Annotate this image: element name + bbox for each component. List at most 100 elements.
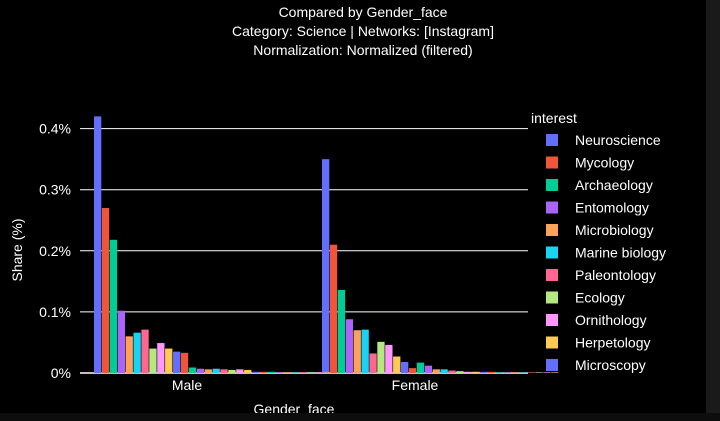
window-bottom-edge	[0, 413, 720, 421]
bar[interactable]	[204, 369, 212, 373]
bar[interactable]	[173, 351, 181, 374]
legend-label: Ornithology	[575, 312, 647, 328]
bar[interactable]	[464, 371, 472, 373]
bar[interactable]	[259, 371, 268, 373]
bar[interactable]	[283, 372, 291, 373]
legend-label: Microbiology	[575, 222, 654, 238]
x-tick-label: Female	[392, 377, 439, 393]
bar[interactable]	[361, 329, 369, 373]
bar[interactable]	[244, 369, 252, 373]
bar[interactable]	[315, 372, 323, 373]
bar[interactable]	[275, 372, 283, 373]
bar[interactable]	[252, 371, 260, 373]
y-tick-label: 0%	[51, 365, 71, 381]
legend-item[interactable]: Ornithology	[546, 312, 647, 328]
legend-item[interactable]: Paleontology	[546, 267, 656, 283]
bar[interactable]	[307, 372, 315, 373]
bar[interactable]	[329, 244, 338, 373]
bar[interactable]	[503, 372, 511, 373]
legend-swatch	[546, 156, 558, 169]
legend-item[interactable]: Marine biology	[546, 245, 666, 261]
bar[interactable]	[133, 332, 141, 373]
bar[interactable]	[551, 372, 559, 373]
bar[interactable]	[180, 352, 189, 373]
bar[interactable]	[424, 365, 432, 373]
bar[interactable]	[393, 356, 401, 374]
x-tick-labels: Male Female	[172, 377, 439, 393]
bar[interactable]	[487, 371, 496, 373]
bar[interactable]	[125, 336, 133, 373]
legend-swatch	[546, 246, 558, 259]
bar[interactable]	[519, 372, 527, 373]
legend-label: Paleontology	[575, 267, 656, 283]
x-tick-label: Male	[172, 377, 203, 393]
legend-item[interactable]: Archaeology	[546, 177, 653, 193]
bar[interactable]	[322, 159, 330, 373]
bar[interactable]	[353, 330, 361, 373]
bar[interactable]	[401, 362, 409, 373]
y-tick-label: 0.2%	[39, 243, 71, 259]
legend: interest Neuroscience Mycology Archaeology…	[531, 110, 666, 373]
legend-item[interactable]: Mycology	[546, 155, 634, 171]
legend-title: interest	[531, 110, 577, 126]
bar[interactable]	[416, 362, 425, 373]
legend-item[interactable]: Microbiology	[546, 222, 654, 238]
bar[interactable]	[323, 372, 331, 373]
bar[interactable]	[291, 372, 299, 373]
window-right-edge	[706, 0, 720, 421]
bar[interactable]	[228, 369, 236, 373]
bar[interactable]	[337, 289, 346, 373]
bar[interactable]	[543, 372, 551, 373]
bar[interactable]	[157, 343, 165, 373]
bar[interactable]	[299, 372, 307, 373]
bar[interactable]	[432, 369, 440, 373]
bar[interactable]	[220, 369, 228, 373]
legend-swatch	[546, 314, 558, 326]
bars	[94, 116, 559, 374]
legend-swatch	[546, 336, 558, 349]
legend-swatch	[546, 269, 558, 281]
bar[interactable]	[527, 372, 535, 373]
bar[interactable]	[369, 353, 377, 373]
bar[interactable]	[377, 341, 385, 373]
legend-swatch	[546, 291, 558, 304]
bar[interactable]	[448, 370, 456, 373]
legend-label: Herpetology	[575, 335, 651, 351]
bar[interactable]	[345, 319, 353, 373]
legend-label: Entomology	[575, 200, 649, 216]
legend-label: Marine biology	[575, 245, 666, 261]
bar[interactable]	[535, 372, 543, 373]
legend-swatch	[546, 359, 558, 371]
legend-item[interactable]: Ecology	[546, 290, 625, 306]
chart-title: Compared by Gender_face Category: Scienc…	[232, 4, 494, 58]
bar[interactable]	[408, 368, 417, 373]
bar[interactable]	[440, 369, 448, 373]
bar[interactable]	[495, 372, 504, 373]
bar[interactable]	[267, 371, 276, 373]
bar[interactable]	[109, 239, 118, 373]
bar[interactable]	[385, 344, 393, 373]
legend-swatch	[546, 224, 558, 236]
bar[interactable]	[101, 208, 110, 373]
legend-label: Neuroscience	[575, 132, 661, 148]
legend-item[interactable]: Neuroscience	[546, 132, 661, 148]
bar[interactable]	[196, 368, 204, 373]
legend-item[interactable]: Entomology	[546, 200, 649, 216]
legend-swatch	[546, 179, 558, 191]
bar[interactable]	[472, 371, 480, 373]
bar[interactable]	[188, 367, 197, 374]
bar[interactable]	[149, 348, 157, 373]
bar[interactable]	[511, 372, 519, 373]
bar[interactable]	[480, 371, 488, 373]
bar[interactable]	[236, 369, 244, 373]
legend-item[interactable]: Microscopy	[546, 357, 646, 373]
bar[interactable]	[94, 116, 102, 373]
bar[interactable]	[141, 329, 149, 373]
bar[interactable]	[456, 371, 464, 373]
bar[interactable]	[117, 310, 125, 373]
bar[interactable]	[212, 368, 220, 373]
legend-item[interactable]: Herpetology	[546, 335, 651, 351]
legend-label: Archaeology	[575, 177, 653, 193]
bar[interactable]	[165, 348, 173, 373]
